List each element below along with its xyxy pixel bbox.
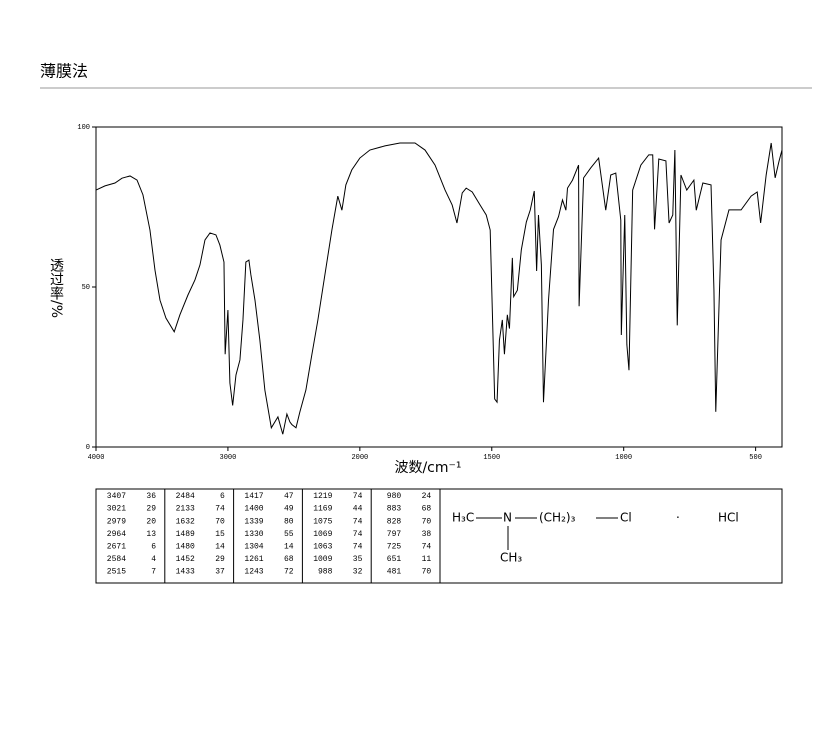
- peak-transmittance: 38: [422, 530, 432, 539]
- x-tick-label: 1500: [483, 454, 500, 462]
- peak-wavenumber: 1417: [244, 492, 263, 501]
- peak-transmittance: 6: [151, 543, 156, 552]
- structure-text: CH₃: [500, 551, 522, 565]
- peak-transmittance: 4: [151, 555, 156, 564]
- peak-transmittance: 14: [215, 543, 225, 552]
- peak-transmittance: 74: [422, 543, 432, 552]
- peak-transmittance: 15: [215, 530, 225, 539]
- peak-wavenumber: 1400: [244, 505, 263, 514]
- method-title: 薄膜法: [40, 62, 88, 81]
- y-tick-label: 100: [77, 124, 90, 132]
- x-tick-label: 3000: [220, 454, 237, 462]
- peak-wavenumber: 1169: [313, 505, 332, 514]
- peak-transmittance: 74: [353, 517, 363, 526]
- peak-transmittance: 13: [146, 530, 156, 539]
- peak-wavenumber: 1063: [313, 543, 332, 552]
- peak-transmittance: 37: [215, 568, 225, 577]
- peak-transmittance: 6: [220, 492, 225, 501]
- peak-transmittance: 72: [284, 568, 294, 577]
- peak-wavenumber: 1069: [313, 530, 332, 539]
- peak-wavenumber: 481: [387, 568, 402, 577]
- peak-wavenumber: 2484: [176, 492, 195, 501]
- x-tick-label: 1000: [615, 454, 632, 462]
- peak-wavenumber: 1489: [176, 530, 195, 539]
- peak-transmittance: 7: [151, 568, 156, 577]
- peak-wavenumber: 1339: [244, 517, 263, 526]
- peak-wavenumber: 725: [387, 543, 402, 552]
- peak-wavenumber: 988: [318, 568, 333, 577]
- peak-transmittance: 11: [422, 555, 432, 564]
- y-tick-label: 50: [82, 284, 90, 292]
- x-tick-label: 2000: [351, 454, 368, 462]
- peak-wavenumber: 2979: [107, 517, 126, 526]
- peak-transmittance: 70: [422, 517, 432, 526]
- structure-text: H₃C: [452, 511, 474, 525]
- peak-wavenumber: 1009: [313, 555, 332, 564]
- structure-text: ·: [676, 511, 680, 525]
- peak-wavenumber: 2584: [107, 555, 126, 564]
- peak-wavenumber: 1632: [176, 517, 195, 526]
- y-tick-label: 0: [86, 444, 90, 452]
- peak-wavenumber: 2515: [107, 568, 126, 577]
- peak-transmittance: 80: [284, 517, 294, 526]
- peak-wavenumber: 1452: [176, 555, 195, 564]
- peak-wavenumber: 2671: [107, 543, 126, 552]
- peak-wavenumber: 980: [387, 492, 402, 501]
- x-tick-label: 500: [749, 454, 762, 462]
- peak-wavenumber: 1075: [313, 517, 332, 526]
- peak-table-frame: [95, 488, 783, 584]
- peak-transmittance: 20: [146, 517, 156, 526]
- peak-transmittance: 70: [422, 568, 432, 577]
- peak-wavenumber: 3407: [107, 492, 126, 501]
- peak-transmittance: 35: [353, 555, 363, 564]
- peak-transmittance: 32: [353, 568, 363, 577]
- peak-transmittance: 49: [284, 505, 294, 514]
- peak-transmittance: 74: [215, 505, 225, 514]
- peak-wavenumber: 1243: [244, 568, 263, 577]
- structure-text: (CH₂)₃: [539, 511, 576, 525]
- peak-wavenumber: 2133: [176, 505, 195, 514]
- peak-wavenumber: 797: [387, 530, 402, 539]
- peak-transmittance: 44: [353, 505, 363, 514]
- structure: H₃C N (CH₂)₃ Cl · HCl CH₃: [452, 511, 739, 565]
- peak-wavenumber: 1261: [244, 555, 263, 564]
- peak-transmittance: 74: [353, 543, 363, 552]
- y-axis-label: 透过率/%: [48, 258, 64, 318]
- structure-text: Cl: [620, 511, 632, 525]
- peak-transmittance: 68: [422, 505, 432, 514]
- peak-transmittance: 47: [284, 492, 294, 501]
- structure-text: HCl: [718, 511, 739, 525]
- peak-wavenumber: 1480: [176, 543, 195, 552]
- peak-transmittance: 55: [284, 530, 294, 539]
- peak-transmittance: 29: [215, 555, 225, 564]
- peak-transmittance: 74: [353, 492, 363, 501]
- peak-transmittance: 70: [215, 517, 225, 526]
- peak-wavenumber: 3021: [107, 505, 126, 514]
- x-axis-label: 波数/cm⁻¹: [394, 460, 461, 476]
- peak-wavenumber: 2964: [107, 530, 126, 539]
- peak-wavenumber: 1219: [313, 492, 332, 501]
- spectrum-line: [95, 142, 783, 435]
- peak-wavenumber: 1304: [244, 543, 263, 552]
- peak-transmittance: 74: [353, 530, 363, 539]
- x-tick-label: 4000: [88, 454, 105, 462]
- peak-transmittance: 29: [146, 505, 156, 514]
- peak-wavenumber: 1433: [176, 568, 195, 577]
- peak-transmittance: 36: [146, 492, 156, 501]
- peak-wavenumber: 883: [387, 505, 402, 514]
- peak-transmittance: 68: [284, 555, 294, 564]
- structure-text: N: [503, 511, 512, 525]
- peak-transmittance: 14: [284, 543, 294, 552]
- peak-transmittance: 24: [422, 492, 432, 501]
- peak-wavenumber: 1330: [244, 530, 263, 539]
- peak-wavenumber: 651: [387, 555, 402, 564]
- peak-wavenumber: 828: [387, 517, 402, 526]
